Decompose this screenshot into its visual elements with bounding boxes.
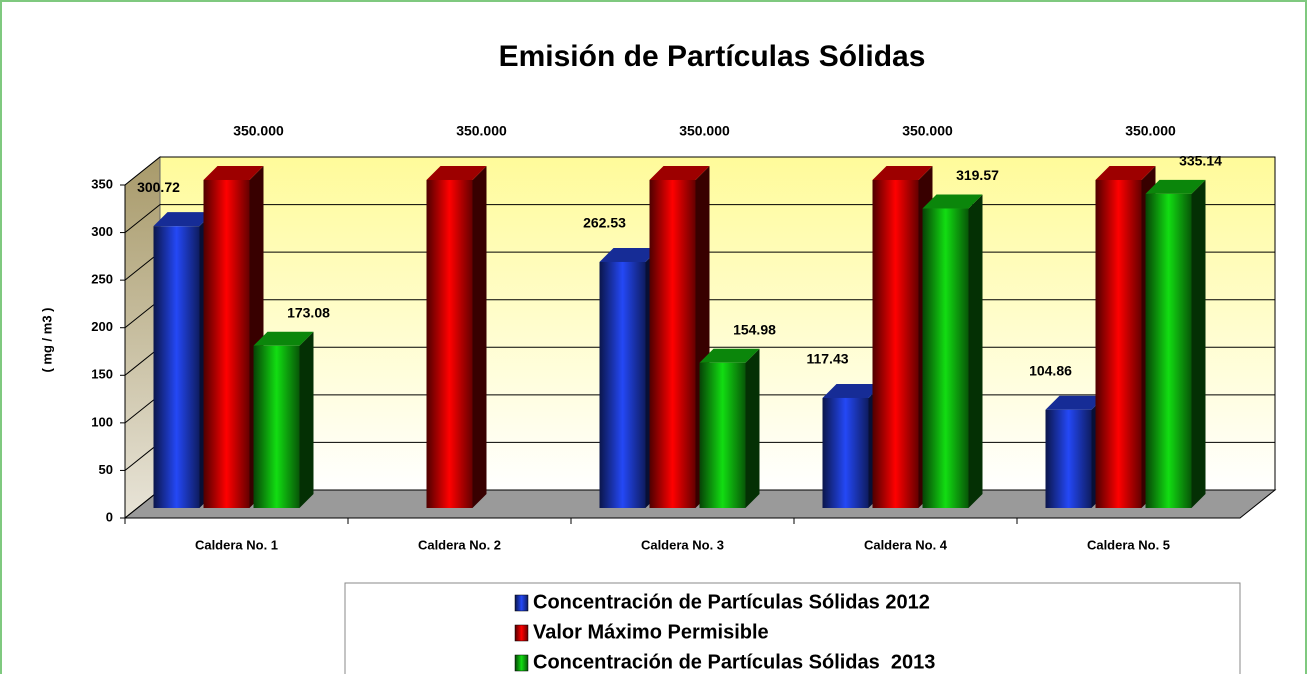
y-tick-label: 250	[91, 272, 113, 287]
chart-title: Emisión de Partículas Sólidas	[499, 40, 926, 73]
bar-front	[1145, 193, 1192, 509]
bar	[699, 348, 760, 508]
value-label: 154.98	[733, 321, 776, 337]
bar	[203, 165, 264, 508]
bar-top	[253, 331, 314, 346]
value-label: 350.000	[456, 123, 507, 139]
bar-side	[968, 194, 983, 508]
bar	[253, 331, 314, 508]
bar-top	[1045, 395, 1106, 410]
legend-swatch	[514, 594, 529, 612]
bar-front	[599, 261, 646, 508]
y-axis-label: ( mg / m3 )	[39, 307, 54, 372]
bar-top	[1095, 165, 1156, 180]
y-tick-label: 100	[91, 414, 113, 429]
legend	[344, 582, 1241, 674]
bar-side	[1191, 179, 1206, 509]
grid-line	[124, 156, 1275, 186]
value-label: 350.000	[679, 123, 730, 139]
y-tick-label: 350	[91, 176, 113, 191]
bar-front	[1095, 179, 1142, 508]
x-tick-label: Caldera No. 1	[195, 537, 278, 552]
bar-top	[699, 348, 760, 363]
x-tick-label: Caldera No. 5	[1087, 537, 1170, 552]
bar-front	[822, 397, 869, 508]
bar-front	[153, 226, 200, 508]
value-label: 350.000	[902, 123, 953, 139]
bar-top	[203, 165, 264, 180]
y-tick-label: 0	[106, 509, 113, 524]
bar-top	[872, 165, 933, 180]
bar-side	[745, 348, 760, 508]
bar-top	[426, 165, 487, 180]
bar-front	[1045, 409, 1092, 508]
value-label: 117.43	[806, 351, 848, 367]
bar-front	[203, 179, 250, 508]
x-tick-label: Caldera No. 2	[418, 537, 501, 552]
bar	[1145, 179, 1206, 509]
x-tick-label: Caldera No. 3	[641, 537, 724, 552]
bar-top	[153, 212, 214, 227]
legend-label: Concentración de Partículas Sólidas 2013	[533, 651, 935, 673]
value-label: 335.14	[1179, 153, 1222, 169]
bar-side	[299, 331, 314, 508]
bar	[922, 194, 983, 508]
bar-top	[649, 165, 710, 180]
bar-front	[922, 208, 969, 508]
bar-front	[649, 179, 696, 508]
bar-side	[472, 165, 487, 508]
bar-top	[822, 383, 883, 398]
bar-top	[1145, 179, 1206, 194]
x-tick-label: Caldera No. 4	[864, 537, 948, 552]
legend-label: Concentración de Partículas Sólidas 2012	[533, 591, 930, 613]
bar-top	[922, 194, 983, 209]
value-label: 319.57	[956, 167, 999, 183]
value-label: 300.72	[137, 179, 180, 195]
y-tick-label: 150	[91, 367, 113, 382]
bar-front	[872, 179, 919, 508]
y-tick-label: 50	[99, 462, 113, 477]
legend-label: Valor Máximo Permisible	[533, 621, 769, 643]
value-label: 262.53	[583, 215, 626, 231]
value-label: 350.000	[1125, 123, 1176, 139]
bar-front	[253, 345, 300, 508]
legend-swatch	[514, 624, 529, 642]
value-label: 104.86	[1029, 362, 1072, 378]
bar-front	[699, 362, 746, 508]
value-label: 173.08	[287, 304, 330, 320]
bar	[426, 165, 487, 508]
y-tick-label: 300	[91, 224, 113, 239]
bar-top	[599, 247, 660, 262]
y-tick-label: 200	[91, 319, 113, 334]
value-label: 350.000	[233, 123, 284, 139]
bar-front	[426, 179, 473, 508]
legend-swatch	[514, 654, 529, 672]
